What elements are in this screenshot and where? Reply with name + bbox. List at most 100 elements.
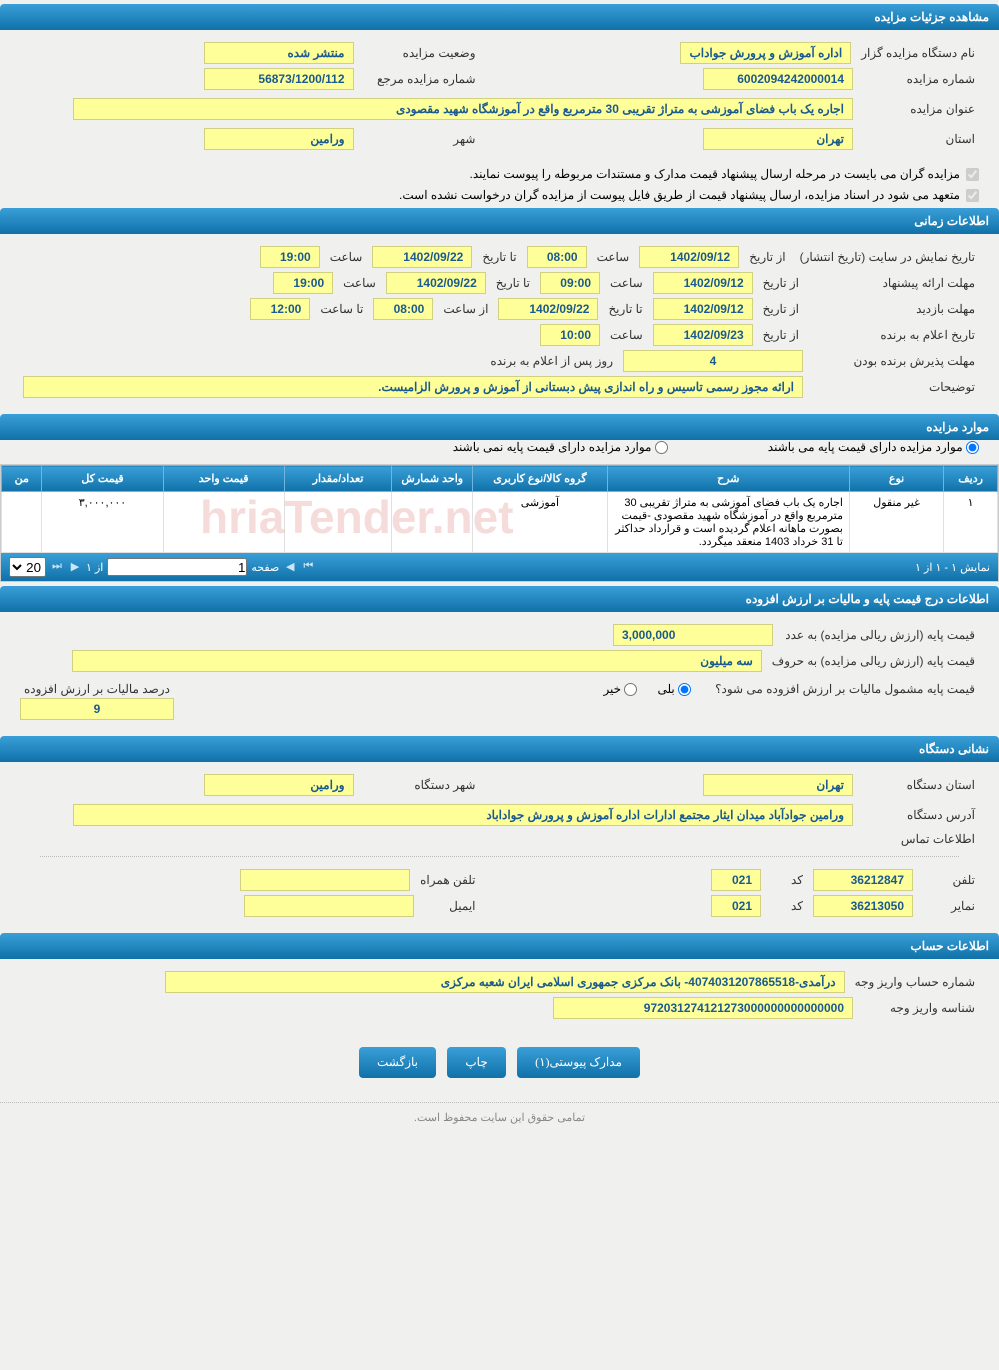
col-type: نوع (849, 466, 943, 492)
publish-label: تاریخ نمایش در سایت (تاریخ انتشار) (796, 248, 979, 266)
org-province-label: استان دستگاه (859, 776, 979, 794)
accept-days: 4 (623, 350, 803, 372)
org-label: نام دستگاه مزایده گزار (857, 44, 979, 62)
page-next-icon[interactable]: ▶ (68, 560, 82, 574)
col-total: قیمت کل (42, 466, 163, 492)
hour-label-3: ساعت (606, 274, 647, 292)
notes-label: توضیحات (809, 378, 979, 396)
org-province-value: تهران (703, 774, 853, 796)
chk-attach-required (966, 168, 979, 181)
from-label-2: از تاریخ (759, 274, 803, 292)
col-last: من (2, 466, 42, 492)
items-table: ردیف نوع شرح گروه کالا/نوع کاربری واحد ش… (1, 465, 998, 553)
section-account-body: شماره حساب واریز وجه درآمدی-407403120786… (0, 959, 999, 1031)
fax-label: نمایر (919, 897, 979, 915)
mobile-value (240, 869, 410, 891)
province-label: استان (859, 130, 979, 148)
section-price-body: قیمت پایه (ارزش ریالی مزایده) به عدد 3,0… (0, 612, 999, 732)
base-no-label: موارد مزایده دارای قیمت پایه نمی باشند (453, 440, 652, 454)
notes-value: ارائه مجوز رسمی تاسیس و راه اندازی پیش د… (23, 376, 803, 398)
base-no-radio[interactable] (655, 441, 668, 454)
page-prev-icon[interactable]: ◀ (283, 560, 297, 574)
publish-to-time: 19:00 (260, 246, 320, 268)
vat-yes-row[interactable]: بلی (657, 682, 691, 696)
price-word-value: سه میلیون (72, 650, 762, 672)
cell-last (2, 492, 42, 553)
acc-no-label: شماره حساب واریز وجه (851, 973, 979, 991)
to-label-2: تا تاریخ (492, 274, 534, 292)
button-row: مدارک پیوستی(۱) چاپ بازگشت (0, 1031, 999, 1094)
page-last-icon[interactable]: ⏭ (50, 560, 64, 574)
print-button[interactable]: چاپ (447, 1047, 505, 1078)
hour-label-1: ساعت (593, 248, 634, 266)
section-time-header: اطلاعات زمانی (0, 208, 999, 234)
to-label-1: تا تاریخ (478, 248, 520, 266)
col-unit: واحد شمارش (392, 466, 473, 492)
col-qty: تعداد/مقدار (284, 466, 392, 492)
separator (40, 856, 959, 857)
visit-label: مهلت بازدید (809, 300, 979, 318)
section-org-body: استان دستگاه تهران شهر دستگاه ورامین آدر… (0, 762, 999, 929)
vat-q-label: قیمت پایه مشمول مالیات بر ارزش افزوده می… (711, 680, 979, 698)
from-label-1: از تاریخ (745, 248, 789, 266)
base-yes-row[interactable]: موارد مزایده دارای قیمت پایه می باشند (768, 440, 979, 454)
page-first-icon[interactable]: ⏮ (301, 560, 315, 574)
fax-value: 36213050 (813, 895, 913, 917)
base-yes-radio[interactable] (966, 441, 979, 454)
vat-yes-radio[interactable] (678, 683, 691, 696)
page-input[interactable] (107, 558, 247, 576)
ref-no-label: شماره مزایده مرجع (360, 70, 480, 88)
col-uprice: قیمت واحد (163, 466, 284, 492)
auction-no-label: شماره مزایده (859, 70, 979, 88)
winner-time: 10:00 (540, 324, 600, 346)
visit-from-date: 1402/09/12 (653, 298, 753, 320)
cell-desc: اجاره یک باب فضای آموزشی به متراژ تقریبی… (607, 492, 849, 553)
price-num-label: قیمت پایه (ارزش ریالی مزایده) به عدد (779, 626, 979, 644)
cell-total: ۳,۰۰۰,۰۰۰ (42, 492, 163, 553)
hour-label-4: ساعت (339, 274, 380, 292)
section-account-header: اطلاعات حساب (0, 933, 999, 959)
cell-type: غیر منقول (849, 492, 943, 553)
attachments-button[interactable]: مدارک پیوستی(۱) (517, 1047, 640, 1078)
chk-attach-label: مزایده گران می بایست در مرحله ارسال پیشن… (470, 167, 960, 181)
visit-to-time: 12:00 (250, 298, 310, 320)
footer: تمامی حقوق این سایت محفوظ است. (0, 1102, 999, 1140)
page-size-select[interactable]: 20 (9, 557, 46, 577)
accept-suffix: روز پس از اعلام به برنده (486, 352, 617, 370)
from-label-3: از تاریخ (759, 300, 803, 318)
price-num-value: 3,000,000 (613, 624, 773, 646)
org-addr-value: ورامین جوادآباد میدان ایثار مجتمع ادارات… (73, 804, 853, 826)
base-no-row[interactable]: موارد مزایده دارای قیمت پایه نمی باشند (453, 440, 668, 454)
title-label: عنوان مزایده (859, 100, 979, 118)
city-label: شهر (360, 130, 480, 148)
contact-label: اطلاعات تماس (859, 830, 979, 848)
code-label-2: کد (767, 897, 807, 915)
org-value: اداره آموزش و پرورش جواداب (680, 42, 851, 64)
pager-text: نمایش ۱ - ۱ از ۱ (915, 561, 990, 574)
hour-label-5: ساعت (606, 326, 647, 344)
back-button[interactable]: بازگشت (359, 1047, 436, 1078)
city-value: ورامین (204, 128, 354, 150)
offer-to-date: 1402/09/22 (386, 272, 486, 294)
title-value: اجاره یک باب فضای آموزشی به متراژ تقریبی… (73, 98, 853, 120)
vat-no-radio[interactable] (624, 683, 637, 696)
cell-n: ۱ (944, 492, 998, 553)
pager: نمایش ۱ - ۱ از ۱ ⏮ ◀ صفحه از ۱ ▶ ⏭ 20 (1, 553, 998, 581)
vat-pct-value: 9 (20, 698, 174, 720)
vat-no-row[interactable]: خیر (603, 682, 637, 696)
code-label-1: کد (767, 871, 807, 889)
col-row: ردیف (944, 466, 998, 492)
to-label-3: تا تاریخ (604, 300, 646, 318)
section-details-body: نام دستگاه مزایده گزار اداره آموزش و پرو… (0, 30, 999, 162)
phone-value: 36212847 (813, 869, 913, 891)
section-time-body: تاریخ نمایش در سایت (تاریخ انتشار) از تا… (0, 234, 999, 410)
email-value (244, 895, 414, 917)
acc-id-label: شناسه واریز وجه (859, 999, 979, 1017)
cell-qty (284, 492, 392, 553)
cell-unit (392, 492, 473, 553)
province-value: تهران (703, 128, 853, 150)
from-hour-label: از ساعت (439, 300, 492, 318)
publish-from-date: 1402/09/12 (639, 246, 739, 268)
org-city-value: ورامین (204, 774, 354, 796)
winner-label: تاریخ اعلام به برنده (809, 326, 979, 344)
